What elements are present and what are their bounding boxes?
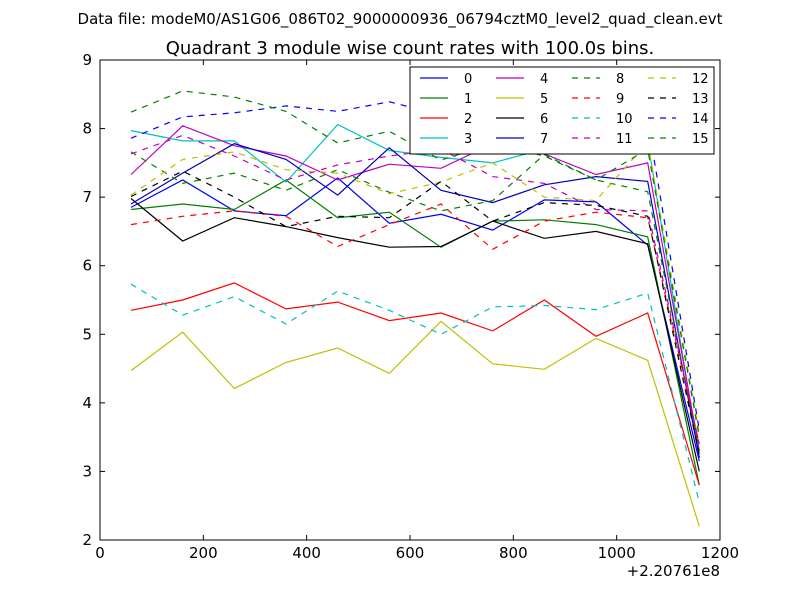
series-line-7 bbox=[130, 143, 700, 458]
legend-label-4: 4 bbox=[540, 72, 548, 87]
series-line-2 bbox=[130, 282, 700, 486]
legend-label-2: 2 bbox=[464, 112, 472, 127]
series-line-9 bbox=[130, 203, 700, 445]
y-tick-label: 4 bbox=[82, 394, 92, 412]
x-tick-label: 600 bbox=[396, 544, 425, 562]
legend-label-9: 9 bbox=[616, 92, 624, 107]
y-tick-label: 3 bbox=[82, 462, 92, 480]
y-tick-label: 2 bbox=[82, 531, 92, 549]
plot-area: 0 200 400 600 800 1000 12002345678901234567891… bbox=[82, 51, 739, 562]
series-line-13 bbox=[130, 170, 700, 455]
series-line-10 bbox=[130, 283, 700, 503]
legend-label-12: 12 bbox=[692, 72, 709, 87]
legend-label-14: 14 bbox=[692, 112, 709, 127]
legend-label-0: 0 bbox=[464, 72, 472, 87]
figure-suptitle: Data file: modeM0/AS1G06_086T02_90000009… bbox=[78, 10, 723, 29]
y-tick-label: 7 bbox=[82, 188, 92, 206]
series-line-12 bbox=[130, 140, 700, 434]
legend-label-10: 10 bbox=[616, 112, 633, 127]
y-tick-label: 8 bbox=[82, 120, 92, 138]
legend-label-1: 1 bbox=[464, 92, 472, 107]
legend-box bbox=[409, 66, 715, 155]
x-tick-label: 400 bbox=[292, 544, 321, 562]
series-line-8 bbox=[130, 151, 700, 452]
series-line-3 bbox=[130, 123, 700, 458]
chart-title: Quadrant 3 module wise count rates with … bbox=[166, 38, 655, 59]
series-line-11 bbox=[130, 134, 700, 445]
series-line-4 bbox=[130, 125, 700, 452]
y-tick-label: 9 bbox=[82, 51, 92, 69]
series-line-6 bbox=[130, 198, 700, 472]
legend-label-7: 7 bbox=[540, 132, 548, 147]
legend-label-3: 3 bbox=[464, 132, 472, 147]
legend-label-11: 11 bbox=[616, 132, 633, 147]
x-tick-label: 1000 bbox=[598, 544, 636, 562]
legend-label-5: 5 bbox=[540, 92, 548, 107]
x-tick-label: 1200 bbox=[701, 544, 739, 562]
series-line-1 bbox=[130, 179, 700, 486]
legend-label-6: 6 bbox=[540, 112, 548, 127]
x-tick-label: 800 bbox=[499, 544, 528, 562]
y-tick-label: 6 bbox=[82, 257, 92, 275]
x-tick-label: 0 bbox=[95, 544, 105, 562]
x-offset-label: +2.20761e8 bbox=[627, 562, 720, 580]
x-tick-label: 200 bbox=[189, 544, 218, 562]
series-line-5 bbox=[130, 320, 700, 527]
legend-label-13: 13 bbox=[692, 92, 709, 107]
legend-label-15: 15 bbox=[692, 132, 709, 147]
series-line-0 bbox=[130, 177, 700, 462]
legend-label-8: 8 bbox=[616, 72, 624, 87]
y-tick-label: 5 bbox=[82, 325, 92, 343]
